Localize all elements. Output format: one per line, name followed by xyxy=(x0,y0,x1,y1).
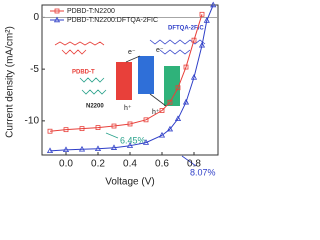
annotation-arrow xyxy=(181,155,197,167)
energy-bar xyxy=(164,66,180,106)
inset-label: N2200 xyxy=(86,104,104,110)
transfer-arrow xyxy=(149,93,167,107)
data-point xyxy=(110,144,118,150)
data-point xyxy=(182,98,190,105)
legend-label: PDBD-T:N2200:DFTQA-2FIC xyxy=(67,17,158,24)
data-point xyxy=(174,115,182,121)
inset-label: DFTQA-2FIC xyxy=(168,26,204,32)
data-point xyxy=(95,125,101,130)
y-tick-label: 0 xyxy=(33,12,39,23)
data-point xyxy=(175,85,181,91)
data-point xyxy=(62,146,70,153)
data-point xyxy=(198,41,206,48)
data-point xyxy=(78,145,86,152)
energy-bar xyxy=(116,62,132,100)
data-point xyxy=(159,108,165,113)
data-point xyxy=(79,126,85,132)
chart: PDBD-T DFTQA-2FIC N2200 e⁻ e⁻ h⁺ h⁺ 6.45… xyxy=(5,1,219,188)
annotation: 6.45% xyxy=(120,135,146,145)
inset-label: e⁻ xyxy=(156,47,164,54)
inset xyxy=(54,39,206,107)
y-tick-label: -10 xyxy=(25,116,40,127)
data-point xyxy=(191,37,197,43)
data-point xyxy=(143,117,149,123)
inset-label: h⁺ xyxy=(124,105,132,112)
x-tick-label: 0.2 xyxy=(91,159,105,170)
data-point xyxy=(190,73,198,80)
data-point xyxy=(199,11,205,17)
data-point xyxy=(94,145,102,151)
data-point xyxy=(47,128,53,134)
energy-bar xyxy=(138,56,154,94)
molecule-sketch xyxy=(159,49,191,55)
data-point xyxy=(166,125,174,132)
molecule-sketch xyxy=(61,49,87,55)
x-axis-label: Voltage (V) xyxy=(105,177,154,188)
inset-label: h⁺ xyxy=(152,109,160,116)
legend-label: PDBD-T:N2200 xyxy=(67,8,115,15)
molecule-sketch xyxy=(149,39,206,45)
series-line xyxy=(49,14,203,132)
annotation: 8.07% xyxy=(190,167,216,177)
data-point xyxy=(203,17,210,23)
annotation-arrow xyxy=(105,132,119,139)
data-point xyxy=(63,127,69,133)
data-point xyxy=(210,1,217,8)
data-point xyxy=(127,121,133,127)
data-point xyxy=(126,142,134,148)
inset-label: PDBD-T xyxy=(72,70,95,76)
data-point xyxy=(111,123,117,129)
x-tick-label: 0.4 xyxy=(123,159,137,170)
molecule-sketch xyxy=(54,41,105,46)
inset-label: e⁻ xyxy=(128,49,136,56)
legend-marker xyxy=(54,8,60,14)
data-point xyxy=(158,131,166,138)
data-point xyxy=(183,64,189,70)
y-axis-label: Current density (mA/cm²) xyxy=(5,26,16,138)
data-point xyxy=(142,139,150,145)
x-tick-label: 0.0 xyxy=(59,159,73,170)
y-tick-label: -5 xyxy=(30,64,39,75)
legend-marker xyxy=(53,16,61,23)
transfer-arrow xyxy=(125,55,141,63)
molecule-sketch xyxy=(81,89,107,95)
molecule-sketch xyxy=(79,77,105,83)
series-line xyxy=(49,4,214,152)
x-tick-label: 0.6 xyxy=(155,159,169,170)
data-point xyxy=(167,99,173,105)
x-tick-label: 0.8 xyxy=(187,159,201,170)
data-point xyxy=(46,147,54,154)
